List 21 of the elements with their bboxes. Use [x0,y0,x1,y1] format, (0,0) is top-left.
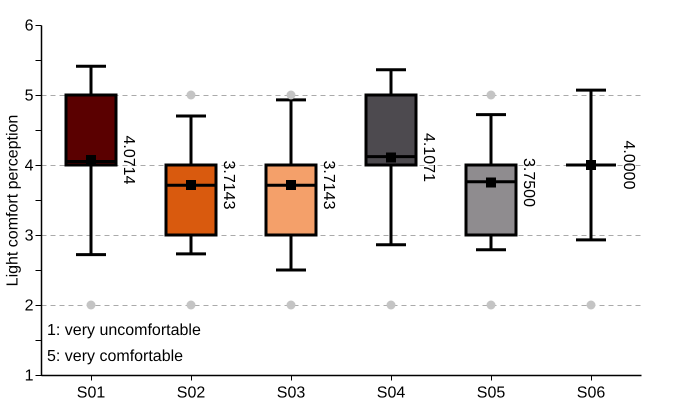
x-tick-label: S04 [376,384,406,402]
text: 4.1071 [420,133,437,182]
x-tick-label: S02 [176,384,206,402]
y-tick-label: 6 [24,18,34,34]
x-tick-label: S01 [76,384,106,402]
x-tick-label: S03 [276,384,306,402]
y-axis-title: Light comfort perception [4,114,22,286]
text: 3.7143 [320,160,337,210]
text: 3.7500 [520,158,537,207]
text: 4.0000 [620,140,637,190]
text: 4.0714 [120,136,137,184]
annotation: 5: very comfortable [47,348,184,365]
y-tick-label: 3 [24,228,34,244]
y-tick-label: 1 [24,368,34,384]
y-tick-label: 4 [24,158,34,174]
y-tick-label: 2 [24,298,34,314]
y-tick-label: 5 [24,88,34,104]
annotation: 1: very uncomfortable [47,322,201,339]
x-tick-label: S06 [576,384,606,402]
x-tick-label: S05 [476,384,506,402]
text: 3.7143 [220,160,237,210]
